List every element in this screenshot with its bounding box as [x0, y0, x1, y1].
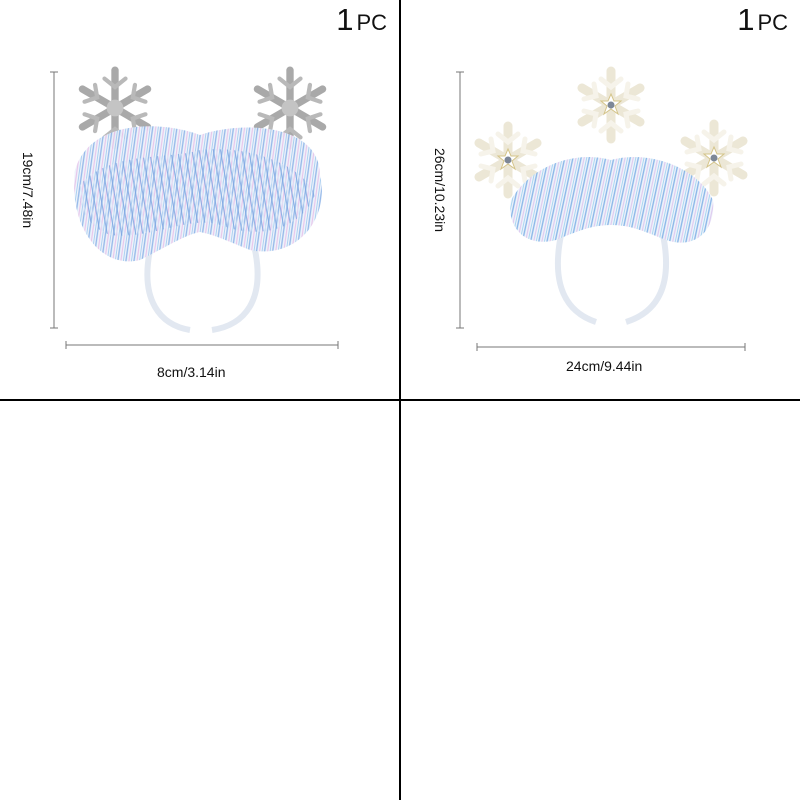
headband-right — [211, 249, 261, 333]
product-panel-white: 1 PC — [401, 0, 800, 399]
product-illustration-silver — [50, 0, 339, 349]
empty-panel-bottom-right — [401, 401, 800, 800]
quantity-number: 1 — [737, 2, 755, 37]
width-label: 24cm/9.44in — [566, 358, 643, 374]
headband-left — [144, 249, 191, 333]
quantity-label: 1 PC — [737, 2, 788, 38]
product-panel-silver: 1 PC — [0, 0, 399, 399]
tinsel-mass — [510, 156, 714, 243]
headband-right — [625, 234, 670, 325]
width-label: 8cm/3.14in — [157, 364, 226, 380]
tinsel-highlight — [79, 149, 315, 236]
snowflake-center — [582, 71, 640, 139]
width-dimension-line — [476, 343, 746, 351]
quantity-unit: PC — [356, 10, 387, 35]
quantity-number: 1 — [336, 2, 354, 37]
horizontal-divider — [0, 399, 800, 401]
height-dimension-line — [456, 71, 464, 329]
empty-panel-bottom-left — [0, 401, 399, 800]
headband-left — [554, 234, 598, 325]
height-dimension-line — [50, 71, 58, 329]
quantity-unit: PC — [757, 10, 788, 35]
width-dimension-line — [65, 341, 339, 349]
quantity-label: 1 PC — [336, 2, 387, 38]
height-label: 26cm/10.23in — [432, 147, 449, 233]
product-illustration-white — [456, 0, 800, 351]
height-label: 19cm/7.48in — [20, 151, 37, 229]
